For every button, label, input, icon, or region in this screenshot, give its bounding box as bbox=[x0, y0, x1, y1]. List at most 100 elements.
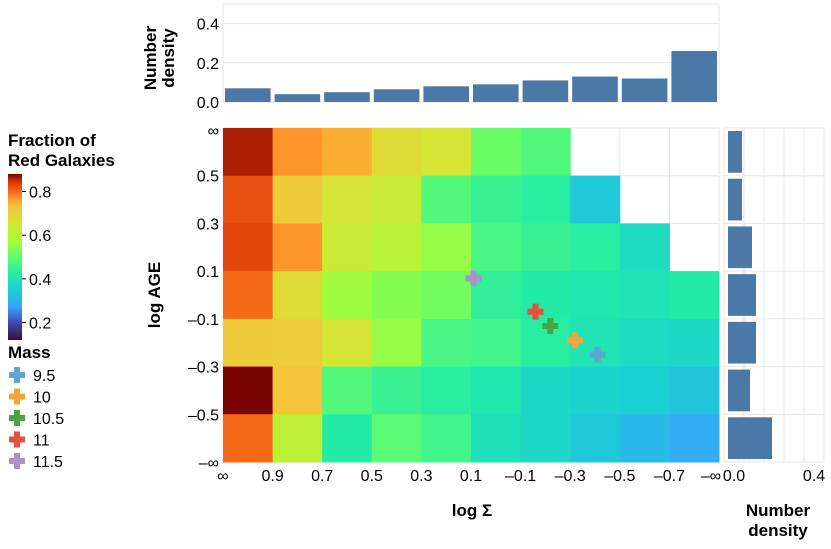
mass-legend-marker bbox=[9, 367, 25, 383]
heatmap-cell bbox=[223, 366, 274, 415]
mass-point-marker bbox=[567, 332, 584, 349]
heatmap-cell bbox=[272, 175, 323, 224]
top-histogram-bar bbox=[572, 76, 618, 102]
mass-legend-label: 9.5 bbox=[33, 368, 55, 385]
right-histogram-bar bbox=[728, 274, 756, 316]
heatmap-cell bbox=[322, 366, 373, 415]
top-histogram-bar bbox=[671, 51, 717, 102]
right-histogram-bar bbox=[728, 369, 750, 412]
heatmap-cell bbox=[223, 175, 274, 224]
heatmap-cell bbox=[223, 271, 274, 320]
heatmap-y-tick-label: –0.5 bbox=[188, 407, 219, 424]
heatmap-cell bbox=[371, 414, 422, 463]
heatmap-cell bbox=[371, 318, 422, 368]
heatmap-cell bbox=[272, 271, 323, 320]
heatmap-cell bbox=[520, 128, 571, 177]
right-histogram-xlabel-line1: Number bbox=[746, 501, 811, 520]
heatmap-y-tick-label: 0.3 bbox=[197, 216, 219, 233]
heatmap-cell bbox=[322, 175, 373, 224]
heatmap-cell bbox=[669, 366, 720, 415]
heatmap-y-tick-label: –∞ bbox=[199, 455, 219, 472]
heatmap: ∞ 0.9 0.7 0.5 0.3 0.1 –0.1 –0.3 –0.5 –0.7 –∞ ∞ 0.5 0… bbox=[145, 123, 721, 520]
heatmap-cell bbox=[272, 414, 323, 463]
heatmap-cell bbox=[570, 414, 621, 463]
heatmap-cell bbox=[371, 175, 422, 224]
right-histogram-x-ticks: 0.0 0.4 bbox=[723, 468, 825, 485]
mass-legend-label: 10.5 bbox=[33, 411, 64, 428]
heatmap-x-tick-label: ∞ bbox=[217, 468, 228, 485]
color-legend-title-line1: Fraction of bbox=[8, 131, 96, 150]
color-legend: Fraction of Red Galaxies 0.8 0.6 0.4 0.2 bbox=[8, 131, 115, 340]
heatmap-cell bbox=[570, 271, 621, 320]
heatmap-y-tick-label: 0.1 bbox=[197, 264, 219, 281]
mass-points bbox=[465, 270, 606, 363]
heatmap-x-tick-label: –0.3 bbox=[555, 468, 586, 485]
heatmap-y-tick-label: 0.5 bbox=[197, 169, 219, 186]
heatmap-cell bbox=[421, 175, 472, 224]
mass-legend-label: 11.5 bbox=[33, 454, 63, 471]
heatmap-cell bbox=[421, 128, 472, 177]
top-histogram-bar bbox=[423, 86, 469, 102]
heatmap-cell bbox=[322, 128, 373, 177]
top-histogram-y-tick-label: 0.2 bbox=[197, 56, 219, 73]
heatmap-cells bbox=[223, 128, 720, 463]
mass-point-marker bbox=[465, 270, 482, 287]
mass-legend-marker bbox=[9, 431, 25, 448]
heatmap-cell bbox=[272, 366, 323, 415]
heatmap-cell bbox=[371, 366, 422, 415]
right-histogram-bar bbox=[728, 178, 742, 221]
heatmap-cell bbox=[471, 318, 522, 368]
right-histogram-bar bbox=[728, 417, 772, 459]
right-histogram-bar bbox=[728, 131, 742, 173]
heatmap-x-ticks: ∞ 0.9 0.7 0.5 0.3 0.1 –0.1 –0.3 –0.5 –0.7 –∞ bbox=[217, 468, 721, 485]
top-histogram-bar bbox=[522, 80, 569, 102]
color-legend-title-line2: Red Galaxies bbox=[8, 151, 115, 170]
top-histogram-bar bbox=[473, 84, 519, 102]
top-histogram-y-tick-label: 0.0 bbox=[197, 95, 219, 112]
heatmap-cell bbox=[421, 366, 472, 415]
heatmap-cell bbox=[421, 414, 472, 463]
heatmap-cell bbox=[272, 128, 323, 177]
top-histogram-y-tick-label: 0.4 bbox=[197, 17, 219, 34]
mass-legend-label: 10 bbox=[33, 390, 51, 407]
heatmap-cell bbox=[520, 175, 571, 224]
heatmap-xlabel: log Σ bbox=[452, 501, 492, 520]
top-histogram-y-ticks: 0.0 0.2 0.4 bbox=[197, 17, 219, 112]
heatmap-cell bbox=[570, 366, 621, 415]
right-histogram-xlabel-line2: density bbox=[748, 521, 808, 540]
heatmap-cell bbox=[421, 318, 472, 368]
mass-legend-marker bbox=[9, 410, 25, 426]
heatmap-cell bbox=[669, 318, 720, 368]
heatmap-cell bbox=[471, 175, 522, 224]
heatmap-x-tick-label: –0.7 bbox=[654, 468, 685, 485]
heatmap-cell bbox=[471, 223, 522, 272]
heatmap-cell bbox=[619, 318, 670, 368]
heatmap-cell bbox=[272, 318, 323, 368]
mass-legend: Mass 9.5 10 10.5 11 11.5 bbox=[8, 343, 64, 471]
heatmap-x-tick-label: 0.3 bbox=[410, 468, 432, 485]
heatmap-x-tick-label: 0.7 bbox=[311, 468, 333, 485]
heatmap-cell bbox=[619, 271, 670, 320]
heatmap-cell bbox=[322, 318, 373, 368]
mass-legend-label: 11 bbox=[33, 433, 50, 450]
heatmap-cell bbox=[619, 414, 670, 463]
heatmap-cell bbox=[619, 366, 670, 415]
heatmap-cell bbox=[272, 223, 323, 272]
heatmap-cell bbox=[371, 223, 422, 272]
heatmap-x-tick-label: 0.9 bbox=[261, 468, 283, 485]
right-histogram-bar bbox=[728, 321, 756, 364]
top-histogram: 0.0 0.2 0.4 Number density bbox=[141, 3, 720, 112]
heatmap-cell bbox=[471, 414, 522, 463]
heatmap-y-tick-label: –0.3 bbox=[188, 360, 219, 377]
heatmap-y-tick-label: ∞ bbox=[208, 123, 219, 140]
mass-point-marker bbox=[589, 346, 606, 363]
heatmap-y-ticks: ∞ 0.5 0.3 0.1 –0.1 –0.3 –0.5 –∞ bbox=[188, 123, 219, 472]
color-legend-tick-label: 0.6 bbox=[29, 228, 51, 245]
heatmap-cell bbox=[371, 271, 422, 320]
mass-legend-entries: 9.5 10 10.5 11 11.5 bbox=[9, 367, 64, 471]
heatmap-cell bbox=[322, 271, 373, 320]
heatmap-ylabel: log AGE bbox=[145, 262, 164, 328]
heatmap-cell bbox=[619, 223, 670, 272]
heatmap-cell bbox=[223, 414, 274, 463]
